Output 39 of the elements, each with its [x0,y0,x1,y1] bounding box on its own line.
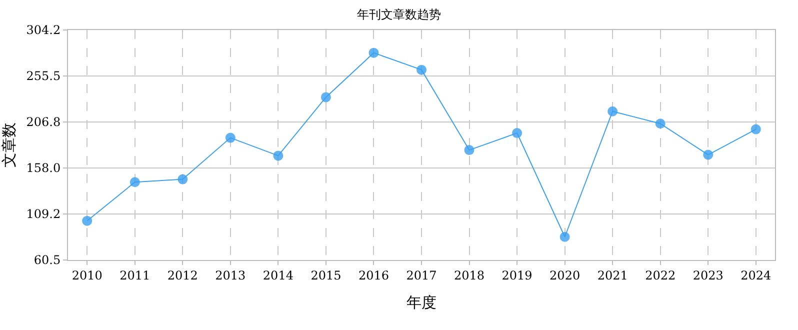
x-tick-label: 2020 [550,268,580,282]
y-tick-label: 109.2 [26,207,61,222]
point [655,118,666,129]
point [82,216,92,226]
point [703,150,714,160]
x-tick-label: 2014 [262,268,294,282]
point [560,232,570,242]
point [608,106,618,116]
y-tick-label: 158.0 [26,161,61,176]
point [512,128,522,138]
point [225,132,236,143]
x-tick-label: 2022 [645,268,676,282]
y-tick-label: 304.2 [26,23,61,38]
x-tick-label: 2012 [167,268,198,282]
point [320,92,331,102]
y-tick-label: 206.8 [26,115,61,130]
point [273,150,284,161]
x-tick-label: 2016 [358,268,390,282]
x-tick-label: 2011 [120,268,150,282]
x-tick-label: 2015 [310,268,342,282]
x-tick-label: 2013 [215,268,246,282]
x-axis-title: 年度 [406,293,436,312]
x-tick-label: 2021 [597,268,628,282]
x-tick-label: 2010 [72,268,102,282]
y-tick-label: 255.5 [26,69,61,84]
y-tick-label: 60.5 [34,253,61,268]
x-tick-label: 2019 [502,268,532,282]
point [416,64,426,75]
x-tick-label: 2023 [692,268,724,282]
x-tick-label: 2024 [740,268,772,282]
point [464,145,474,156]
x-tick-label: 2017 [406,268,437,282]
y-axis-title: 文章数 [0,122,18,168]
point [750,124,761,134]
chart-title: 年刊文章数趋势 [357,7,441,22]
x-tick-label: 2018 [454,268,485,282]
point [368,48,379,58]
point [130,177,140,188]
point [178,174,188,184]
